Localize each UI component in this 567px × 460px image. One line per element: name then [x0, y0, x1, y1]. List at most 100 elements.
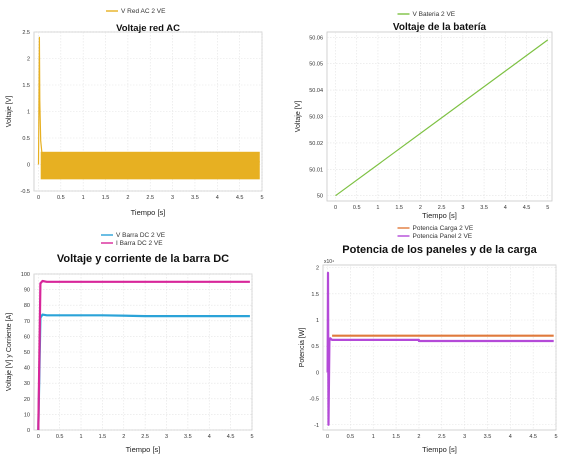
x-tick-label: 0 [326, 434, 329, 440]
x-tick-label: 0.5 [57, 195, 65, 201]
x-tick-label: 2 [417, 434, 420, 440]
y-tick-label: 60 [24, 334, 30, 340]
y-tick-label: 30 [24, 381, 30, 387]
chart-title: Voltaje y corriente de la barra DC [57, 253, 229, 265]
y-tick-label: -0.5 [310, 397, 319, 403]
y-tick-label: 50.06 [309, 35, 323, 41]
legend-label: Potencia Panel 2 VE [413, 233, 473, 240]
chart-title: Voltaje de la batería [393, 22, 487, 33]
y-tick-label: 50 [24, 350, 30, 356]
y-tick-label: 50.05 [309, 62, 323, 68]
x-tick-label: 4.5 [523, 205, 531, 211]
x-tick-label: 3 [461, 205, 464, 211]
y-tick-label: 50.04 [309, 88, 323, 94]
x-tick-label: 4 [504, 205, 507, 211]
y-tick-label: 80 [24, 303, 30, 309]
x-tick-label: 0.5 [353, 205, 361, 211]
x-tick-label: 4 [509, 434, 512, 440]
x-tick-label: 0.5 [347, 434, 355, 440]
y-tick-label: 0.5 [22, 136, 30, 142]
x-tick-label: 3.5 [191, 195, 199, 201]
x-tick-label: 5 [260, 195, 263, 201]
x-tick-label: 1 [376, 205, 379, 211]
x-tick-label: 5 [546, 205, 549, 211]
y-multiplier-label: x10⁴ [324, 259, 334, 265]
y-tick-label: 0.5 [311, 344, 319, 350]
y-tick-label: 1.5 [22, 83, 30, 89]
x-tick-label: 2.5 [141, 434, 149, 440]
legend-label: V Barra DC 2 VE [116, 232, 166, 239]
x-tick-label: 5 [250, 434, 253, 440]
x-tick-label: 4 [216, 195, 219, 201]
plot-area [322, 264, 557, 431]
x-axis-label: Tiempo [s] [422, 445, 457, 454]
y-tick-label: 40 [24, 366, 30, 372]
x-axis-label: Tiempo [s] [126, 445, 161, 454]
y-axis-label: Voltaje [V] [295, 101, 302, 133]
y-tick-label: 70 [24, 319, 30, 325]
y-tick-label: 100 [21, 272, 30, 278]
x-tick-label: 2 [122, 434, 125, 440]
y-tick-label: -0.5 [21, 189, 30, 195]
x-tick-label: 2.5 [146, 195, 154, 201]
legend-label: I Barra DC 2 VE [116, 240, 163, 247]
x-tick-label: 1.5 [395, 205, 403, 211]
chart-title: Potencia de los paneles y de la carga [342, 244, 537, 256]
x-tick-label: 4 [208, 434, 211, 440]
x-tick-label: 3.5 [184, 434, 192, 440]
y-tick-label: 2 [316, 266, 319, 272]
x-tick-label: 0 [37, 195, 40, 201]
legend-label: V Red AC 2 VE [121, 8, 166, 15]
y-tick-label: 1 [316, 318, 319, 324]
series-line [37, 279, 250, 431]
x-tick-label: 3 [171, 195, 174, 201]
x-tick-label: 4.5 [236, 195, 244, 201]
x-tick-label: 4.5 [227, 434, 235, 440]
x-tick-label: 3 [165, 434, 168, 440]
series-line [326, 271, 554, 426]
y-axis-label: Voltaje [V] y Corriente [A] [6, 313, 13, 391]
chart-4: 0 0.5 1 1.5 2 2.5 3 3.5 4 4.5 5 -1 -0.5 0 0.5 1 1.5 2 x10⁴… [299, 225, 558, 454]
x-tick-label: 0.5 [56, 434, 64, 440]
y-tick-label: 0 [316, 370, 319, 376]
y-tick-label: 90 [24, 288, 30, 294]
chart-2: 0 0.5 1 1.5 2 2.5 3 3.5 4 4.5 5 50 50.01 50.02 50.03 50… [295, 11, 553, 220]
x-tick-label: 2.5 [438, 434, 446, 440]
y-tick-label: 2 [27, 57, 30, 63]
x-tick-label: 4.5 [529, 434, 537, 440]
y-tick-label: 50 [317, 194, 323, 200]
x-tick-label: 1.5 [102, 195, 110, 201]
legend-label: Potencia Carga 2 VE [413, 225, 474, 232]
x-tick-label: 5 [554, 434, 557, 440]
x-axis-label: Tiempo [s] [422, 211, 457, 220]
x-tick-label: 1 [79, 434, 82, 440]
y-tick-label: 50.03 [309, 115, 323, 121]
x-tick-label: 1.5 [99, 434, 107, 440]
x-tick-label: 1.5 [392, 434, 400, 440]
x-tick-label: 3.5 [484, 434, 492, 440]
y-tick-label: 20 [24, 397, 30, 403]
y-tick-label: 10 [24, 412, 30, 418]
x-tick-label: 0 [334, 205, 337, 211]
x-axis-label: Tiempo [s] [131, 208, 166, 217]
y-axis-label: Potencia [W] [299, 328, 306, 368]
x-tick-label: 2 [126, 195, 129, 201]
y-tick-label: -1 [314, 423, 319, 429]
x-tick-label: 2.5 [438, 205, 446, 211]
series-line [37, 36, 260, 165]
y-tick-label: 2.5 [22, 30, 30, 36]
y-tick-label: 50.02 [309, 141, 323, 147]
series-line [335, 39, 549, 197]
y-tick-label: 0 [27, 428, 30, 434]
x-tick-label: 3 [463, 434, 466, 440]
x-tick-label: 3.5 [480, 205, 488, 211]
legend-label: V Bateria 2 VE [413, 11, 456, 18]
chart-title: Voltaje red AC [116, 23, 180, 34]
y-tick-label: 1.5 [311, 292, 319, 298]
chart-3: 0 0.5 1 1.5 2 2.5 3 3.5 4 4.5 50102030405060708090… [6, 232, 254, 454]
x-tick-label: 1 [82, 195, 85, 201]
y-tick-label: 1 [27, 110, 30, 116]
x-tick-label: 0 [37, 434, 40, 440]
chart-1: 0 0.5 1 1.5 2 2.5 3 3.5 4 4.5 5 -0.5 0 0.5 1 1.5 2 2.5 Vol… [6, 8, 264, 217]
